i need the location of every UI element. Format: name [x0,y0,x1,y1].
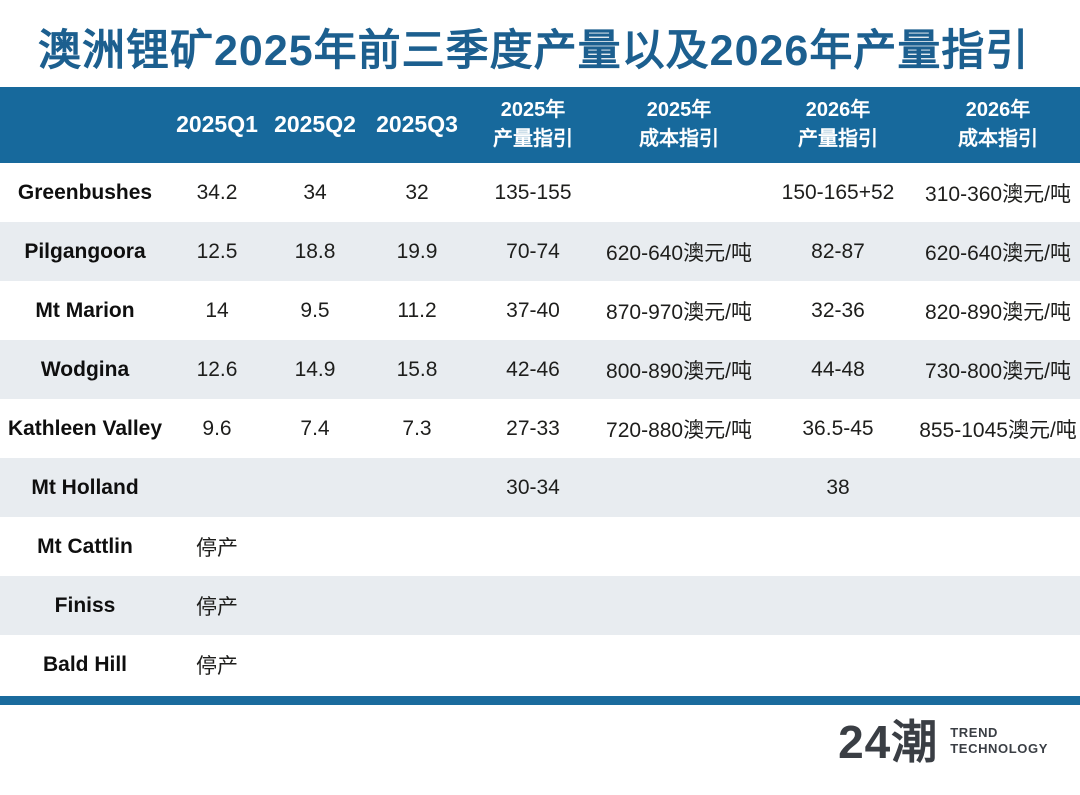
data-cell [264,517,366,576]
data-cell: 停产 [196,654,238,678]
table-row: Mt Holland 30-34 38 [0,458,1080,517]
table-row: Mt Marion 14 9.5 11.2 37-40 870-970澳元/吨 … [0,281,1080,340]
logo-text: 24潮 [838,716,939,768]
data-cell: 9.5 [300,298,330,322]
data-cell [916,458,1080,517]
brand-name: TREND TECHNOLOGY [950,725,1048,758]
row-label: Mt Holland [31,475,139,499]
data-cell: 82-87 [811,239,865,263]
data-cell [468,635,598,694]
row-label: Mt Marion [35,298,135,322]
brand-name-line2: TECHNOLOGY [950,741,1048,757]
data-cell [598,458,760,517]
data-cell [366,576,468,635]
data-cell: 37-40 [506,298,560,322]
data-cell: 620-640澳元/吨 [925,241,1071,265]
header-cell-2026-cost-guidance: 2026年 成本指引 [958,99,1038,150]
data-cell: 14.9 [294,357,336,381]
header-cell-2025-cost-guidance: 2025年 成本指引 [639,99,719,150]
table-row: Mt Cattlin 停产 [0,517,1080,576]
data-cell: 32-36 [811,298,865,322]
header-cell-blank [0,87,170,163]
row-label: Bald Hill [42,652,127,676]
data-cell [916,576,1080,635]
data-cell [170,458,264,517]
row-label: Kathleen Valley [7,416,163,440]
data-cell: 620-640澳元/吨 [606,241,752,265]
data-cell: 19.9 [396,239,438,263]
data-cell [598,635,760,694]
data-cell: 855-1045澳元/吨 [919,418,1077,442]
data-cell: 18.8 [294,239,336,263]
header-cell-2025q2: 2025Q2 [274,111,356,138]
data-cell: 720-880澳元/吨 [606,418,752,442]
data-cell [366,517,468,576]
production-table: 2025Q1 2025Q2 2025Q3 2025年 产量指引 2025年 成本指引… [0,87,1080,694]
data-cell: 36.5-45 [802,416,874,440]
data-cell: 42-46 [506,357,560,381]
header-cell-2025-production-guidance: 2025年 产量指引 [493,99,573,150]
data-cell [468,517,598,576]
data-cell: 7.4 [300,416,330,440]
data-cell [264,635,366,694]
data-cell: 9.6 [202,416,232,440]
brand-name-line1: TREND [950,725,999,740]
data-cell: 停产 [196,595,238,619]
data-cell: 800-890澳元/吨 [606,359,752,383]
data-cell: 11.2 [397,298,437,322]
table-row: Finiss 停产 [0,576,1080,635]
data-cell [598,576,760,635]
data-cell: 44-48 [811,357,865,381]
data-cell: 停产 [196,536,238,560]
data-cell [366,635,468,694]
table-row: Bald Hill 停产 [0,635,1080,694]
data-cell: 12.5 [196,239,238,263]
data-cell [468,576,598,635]
data-cell [916,635,1080,694]
data-cell [598,163,760,222]
table-row: Pilgangoora 12.5 18.8 19.9 70-74 620-640… [0,222,1080,281]
data-cell: 70-74 [506,239,560,263]
table-row: Greenbushes 34.2 34 32 135-155 150-165+5… [0,163,1080,222]
table-row: Kathleen Valley 9.6 7.4 7.3 27-33 720-88… [0,399,1080,458]
data-cell [598,517,760,576]
data-cell: 30-34 [506,475,560,499]
data-cell: 150-165+52 [781,180,895,204]
data-cell: 27-33 [506,416,560,440]
header-row: 2025Q1 2025Q2 2025Q3 2025年 产量指引 2025年 成本指引… [0,87,1080,163]
page-title: 澳洲锂矿2025年前三季度产量以及2026年产量指引 [38,27,1030,75]
data-cell: 12.6 [196,357,238,381]
data-cell: 310-360澳元/吨 [925,182,1071,206]
header-cell-2025q3: 2025Q3 [376,111,458,138]
data-cell: 730-800澳元/吨 [925,359,1071,383]
data-cell: 34.2 [196,180,238,204]
brand-logo: 24潮 TREND TECHNOLOGY [838,719,1048,765]
data-cell [264,458,366,517]
header-cell-2026-production-guidance: 2026年 产量指引 [798,99,878,150]
data-cell: 34 [303,180,327,204]
data-cell: 7.3 [402,416,432,440]
footer-divider [0,696,1080,705]
data-cell [916,517,1080,576]
row-label: Wodgina [40,357,130,381]
data-cell [264,576,366,635]
data-cell: 870-970澳元/吨 [606,300,752,324]
data-cell: 135-155 [494,180,572,204]
table-row: Wodgina 12.6 14.9 15.8 42-46 800-890澳元/吨… [0,340,1080,399]
row-label: Pilgangoora [24,239,146,263]
header-cell-2025q1: 2025Q1 [176,111,258,138]
data-cell: 32 [405,180,429,204]
data-cell [366,458,468,517]
data-cell: 38 [826,475,850,499]
data-cell [760,635,916,694]
data-cell: 15.8 [396,357,438,381]
data-cell: 820-890澳元/吨 [925,300,1071,324]
row-label: Finiss [54,593,116,617]
row-label: Greenbushes [17,180,153,204]
data-cell [760,576,916,635]
row-label: Mt Cattlin [37,534,133,558]
data-cell: 14 [205,298,229,322]
data-cell [760,517,916,576]
